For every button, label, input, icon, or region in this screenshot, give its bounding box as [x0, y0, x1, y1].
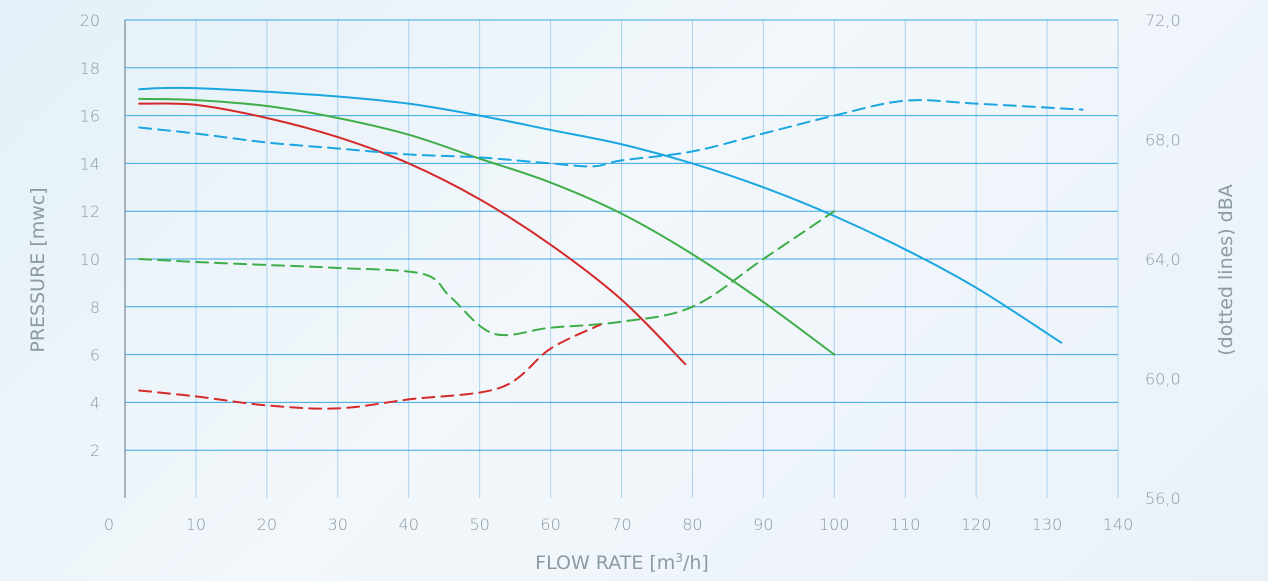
x-tick-label: 30 [328, 515, 348, 534]
x-tick-label: 10 [186, 515, 206, 534]
x-tick-label: 0 [104, 515, 114, 534]
pressure-curve-green [138, 97, 836, 356]
y2-tick-label: 64,0 [1145, 250, 1181, 269]
x-tick-label: 60 [540, 515, 560, 534]
y2-tick-label: 68,0 [1145, 131, 1181, 150]
x-tick-label: 130 [1032, 515, 1063, 534]
x-tick-label: 40 [399, 515, 419, 534]
x-tick-labels: 0 10 20 30 40 50 60 70 80 90 100 110 120 130 140 [104, 515, 1133, 534]
dba-line-blue [138, 99, 1084, 168]
x-tick-label: 80 [682, 515, 702, 534]
x-tick-label: 110 [890, 515, 921, 534]
y-tick-label: 12 [80, 202, 100, 221]
y-tick-label: 10 [80, 250, 100, 269]
y2-tick-labels: 56,0 60,0 64,0 68,0 72,0 [1145, 11, 1181, 508]
y-tick-label: 8 [90, 298, 100, 317]
x-tick-label: 50 [469, 515, 489, 534]
y-tick-labels: 2 4 6 8 10 12 14 16 18 20 [80, 11, 100, 460]
pressure-curve-blue [138, 86, 1063, 344]
y-tick-label: 2 [90, 441, 100, 460]
y-tick-label: 4 [90, 393, 100, 412]
y-tick-label: 14 [80, 154, 100, 173]
y-tick-label: 20 [80, 11, 100, 30]
y-axis-title: PRESSURE [mwc] [27, 187, 49, 352]
y2-tick-label: 60,0 [1145, 370, 1181, 389]
grid [125, 19, 1119, 498]
y-tick-label: 16 [80, 107, 100, 126]
y2-tick-label: 72,0 [1145, 11, 1181, 30]
pressure-curve-red [138, 102, 687, 366]
x-tick-label: 90 [753, 515, 773, 534]
y2-tick-label: 56,0 [1145, 489, 1181, 508]
series-lines [138, 86, 1084, 410]
y2-axis-title: (dotted lines) dBA [1215, 184, 1237, 356]
y-tick-label: 6 [90, 346, 100, 365]
dba-line-green [138, 210, 836, 337]
x-tick-label: 70 [611, 515, 631, 534]
x-tick-label: 120 [961, 515, 992, 534]
x-axis-title: FLOW RATE [m3/h] [535, 551, 709, 574]
x-tick-label: 100 [819, 515, 850, 534]
x-tick-label: 20 [257, 515, 277, 534]
x-tick-label: 140 [1103, 515, 1134, 534]
dba-line-red [138, 323, 602, 410]
y-tick-label: 18 [80, 59, 100, 78]
